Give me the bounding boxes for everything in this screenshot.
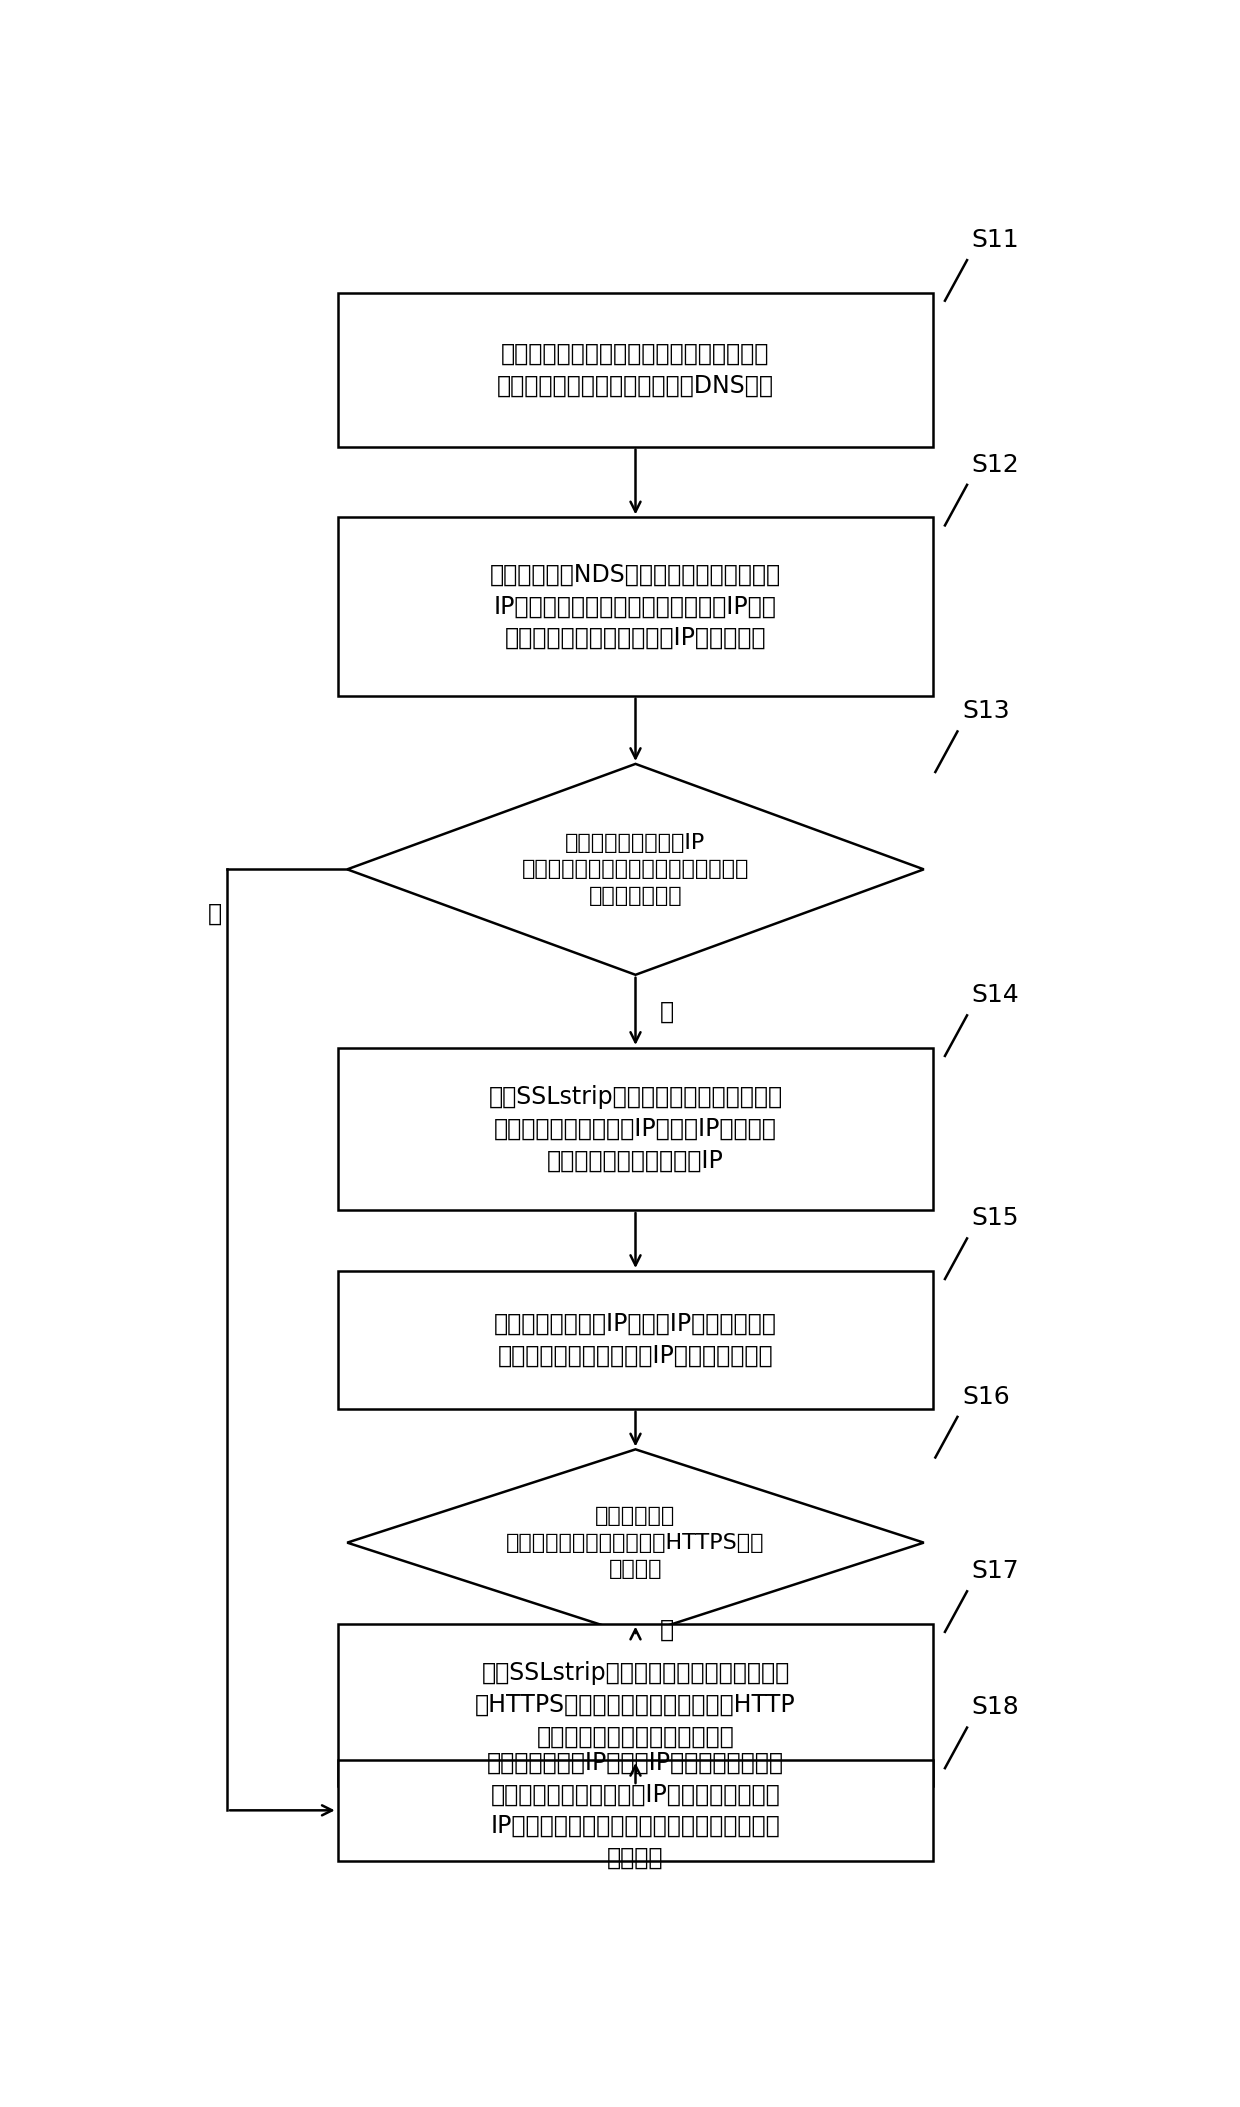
FancyBboxPatch shape — [337, 293, 934, 447]
Text: S13: S13 — [962, 700, 1009, 723]
FancyBboxPatch shape — [337, 1624, 934, 1787]
Text: 是: 是 — [660, 1618, 673, 1641]
Text: 根据获取到的真实IP，采用IP代理方式，将
访问数据报文发送至真实IP对应的目标网站: 根据获取到的真实IP，采用IP代理方式，将 访问数据报文发送至真实IP对应的目标… — [494, 1313, 777, 1367]
Text: S16: S16 — [962, 1384, 1011, 1410]
Polygon shape — [347, 765, 924, 976]
Text: S11: S11 — [972, 228, 1019, 253]
FancyBboxPatch shape — [337, 518, 934, 695]
Polygon shape — [347, 1450, 924, 1635]
Text: S14: S14 — [972, 984, 1019, 1007]
Text: S15: S15 — [972, 1207, 1019, 1230]
Text: S18: S18 — [972, 1696, 1019, 1719]
Text: S17: S17 — [972, 1559, 1019, 1582]
Text: 是: 是 — [660, 999, 673, 1024]
FancyBboxPatch shape — [337, 1271, 934, 1410]
Text: S12: S12 — [972, 453, 1019, 476]
Text: 通过SSLstrip审计服务器审计访问数据报
文，并根据预设的欺骗IP与真实IP之间的对
应关系，获取相应的真实IP: 通过SSLstrip审计服务器审计访问数据报 文，并根据预设的欺骗IP与真实IP… — [489, 1085, 782, 1171]
Text: 根据获取到的NDS请求和预设的域名与欺骗
IP之间的对应关系，获取相应地欺骗IP，并
向客户端发送携带相应欺骗IP的响应信息: 根据获取到的NDS请求和预设的域名与欺骗 IP之间的对应关系，获取相应地欺骗IP… — [490, 563, 781, 651]
Text: 解析客户端根据欺骗IP
发送的访问数据报文，并判断访问数据
报文是否为明文: 解析客户端根据欺骗IP 发送的访问数据报文，并判断访问数据 报文是否为明文 — [522, 832, 749, 906]
Text: 否: 否 — [208, 902, 222, 925]
Text: 采用旁路分光的方式，获取运营商骨干网中
客户端发送的携带有目标域名的DNS请求: 采用旁路分光的方式，获取运营商骨干网中 客户端发送的携带有目标域名的DNS请求 — [497, 341, 774, 398]
FancyBboxPatch shape — [337, 1047, 934, 1209]
Text: 根据预设的欺骗IP与真实IP之间的对应关系，
将访问数据报文中的欺骗IP修正为对应的真实
IP，并将修正后的访问数据报文发送至运营商
骨干网中: 根据预设的欺骗IP与真实IP之间的对应关系， 将访问数据报文中的欺骗IP修正为对… — [487, 1751, 784, 1869]
FancyBboxPatch shape — [337, 1759, 934, 1860]
Text: 通过SSLstrip审计服务器将反馈信息中包含
的HTTPS访问方式请求转化为相应的HTTP
访问方式请求，并发送至客户端: 通过SSLstrip审计服务器将反馈信息中包含 的HTTPS访问方式请求转化为相… — [475, 1660, 796, 1749]
Text: 判断目标网站
发送的反馈信息中是否包含HTTPS访问
方式请求: 判断目标网站 发送的反馈信息中是否包含HTTPS访问 方式请求 — [506, 1507, 765, 1578]
